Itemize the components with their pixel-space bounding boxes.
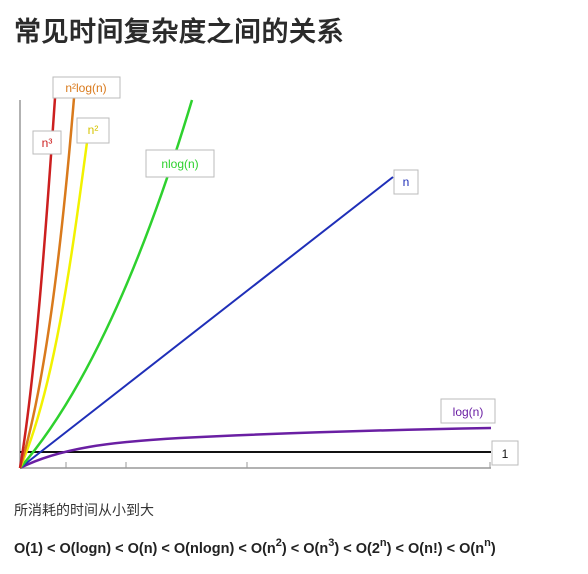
label-n-squared-log-n: n²log(n)	[52, 76, 121, 99]
label-n: n	[393, 169, 419, 195]
label-n-squared: n²	[76, 117, 110, 144]
complexity-graph: n³ n²log(n) n² nlog(n) n log(n) 1	[18, 76, 519, 470]
svg-text:n³: n³	[42, 136, 53, 150]
svg-text:n²: n²	[88, 123, 99, 137]
svg-text:n: n	[403, 175, 410, 189]
curve-log-n	[19, 426, 492, 470]
svg-text:n²log(n): n²log(n)	[65, 81, 106, 95]
svg-text:log(n): log(n)	[453, 405, 484, 419]
label-n-log-n: nlog(n)	[145, 149, 215, 178]
curve-n-squared-log-n	[18, 97, 76, 469]
curve-n	[19, 176, 394, 469]
label-constant: 1	[491, 440, 519, 466]
caption: 所消耗的时间从小到大	[14, 503, 154, 519]
complexity-order: O(1) < O(logn) < O(n) < O(nlogn) < O(n2)…	[14, 537, 496, 557]
svg-text:1: 1	[502, 447, 509, 461]
page-title: 常见时间复杂度之间的关系	[14, 17, 344, 48]
label-log-n: log(n)	[440, 398, 496, 424]
curve-n-squared	[18, 119, 92, 469]
label-n-cubed: n³	[32, 130, 62, 155]
svg-text:nlog(n): nlog(n)	[161, 157, 198, 171]
